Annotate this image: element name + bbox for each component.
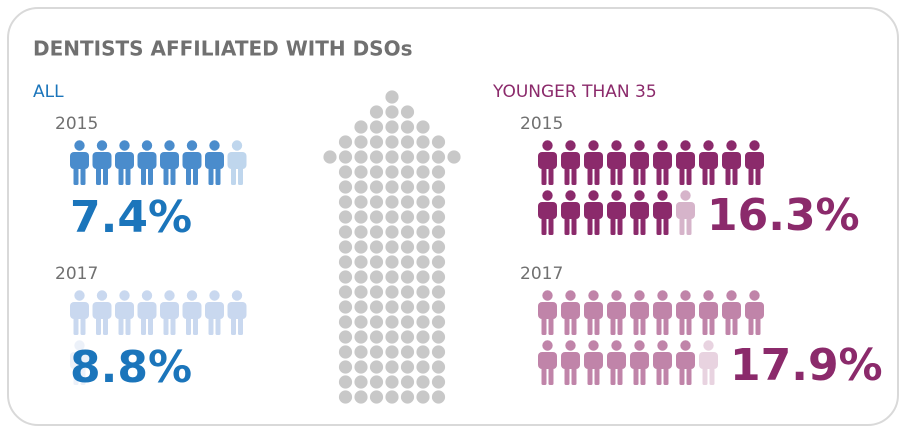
year-label: 2015: [55, 114, 98, 134]
frame: [7, 7, 899, 426]
panel-label: ALL: [33, 82, 64, 102]
value-label: 7.4%: [70, 192, 192, 243]
value-label: 17.9%: [730, 340, 883, 391]
value-label: 8.8%: [70, 342, 192, 393]
title: DENTISTS AFFILIATED WITH DSOs: [33, 37, 412, 61]
arrow-dots: [323, 90, 461, 404]
panel-label: YOUNGER THAN 35: [492, 82, 657, 102]
year-label: 2015: [520, 114, 563, 134]
year-label: 2017: [55, 264, 98, 284]
value-label: 16.3%: [707, 190, 860, 241]
year-label: 2017: [520, 264, 563, 284]
